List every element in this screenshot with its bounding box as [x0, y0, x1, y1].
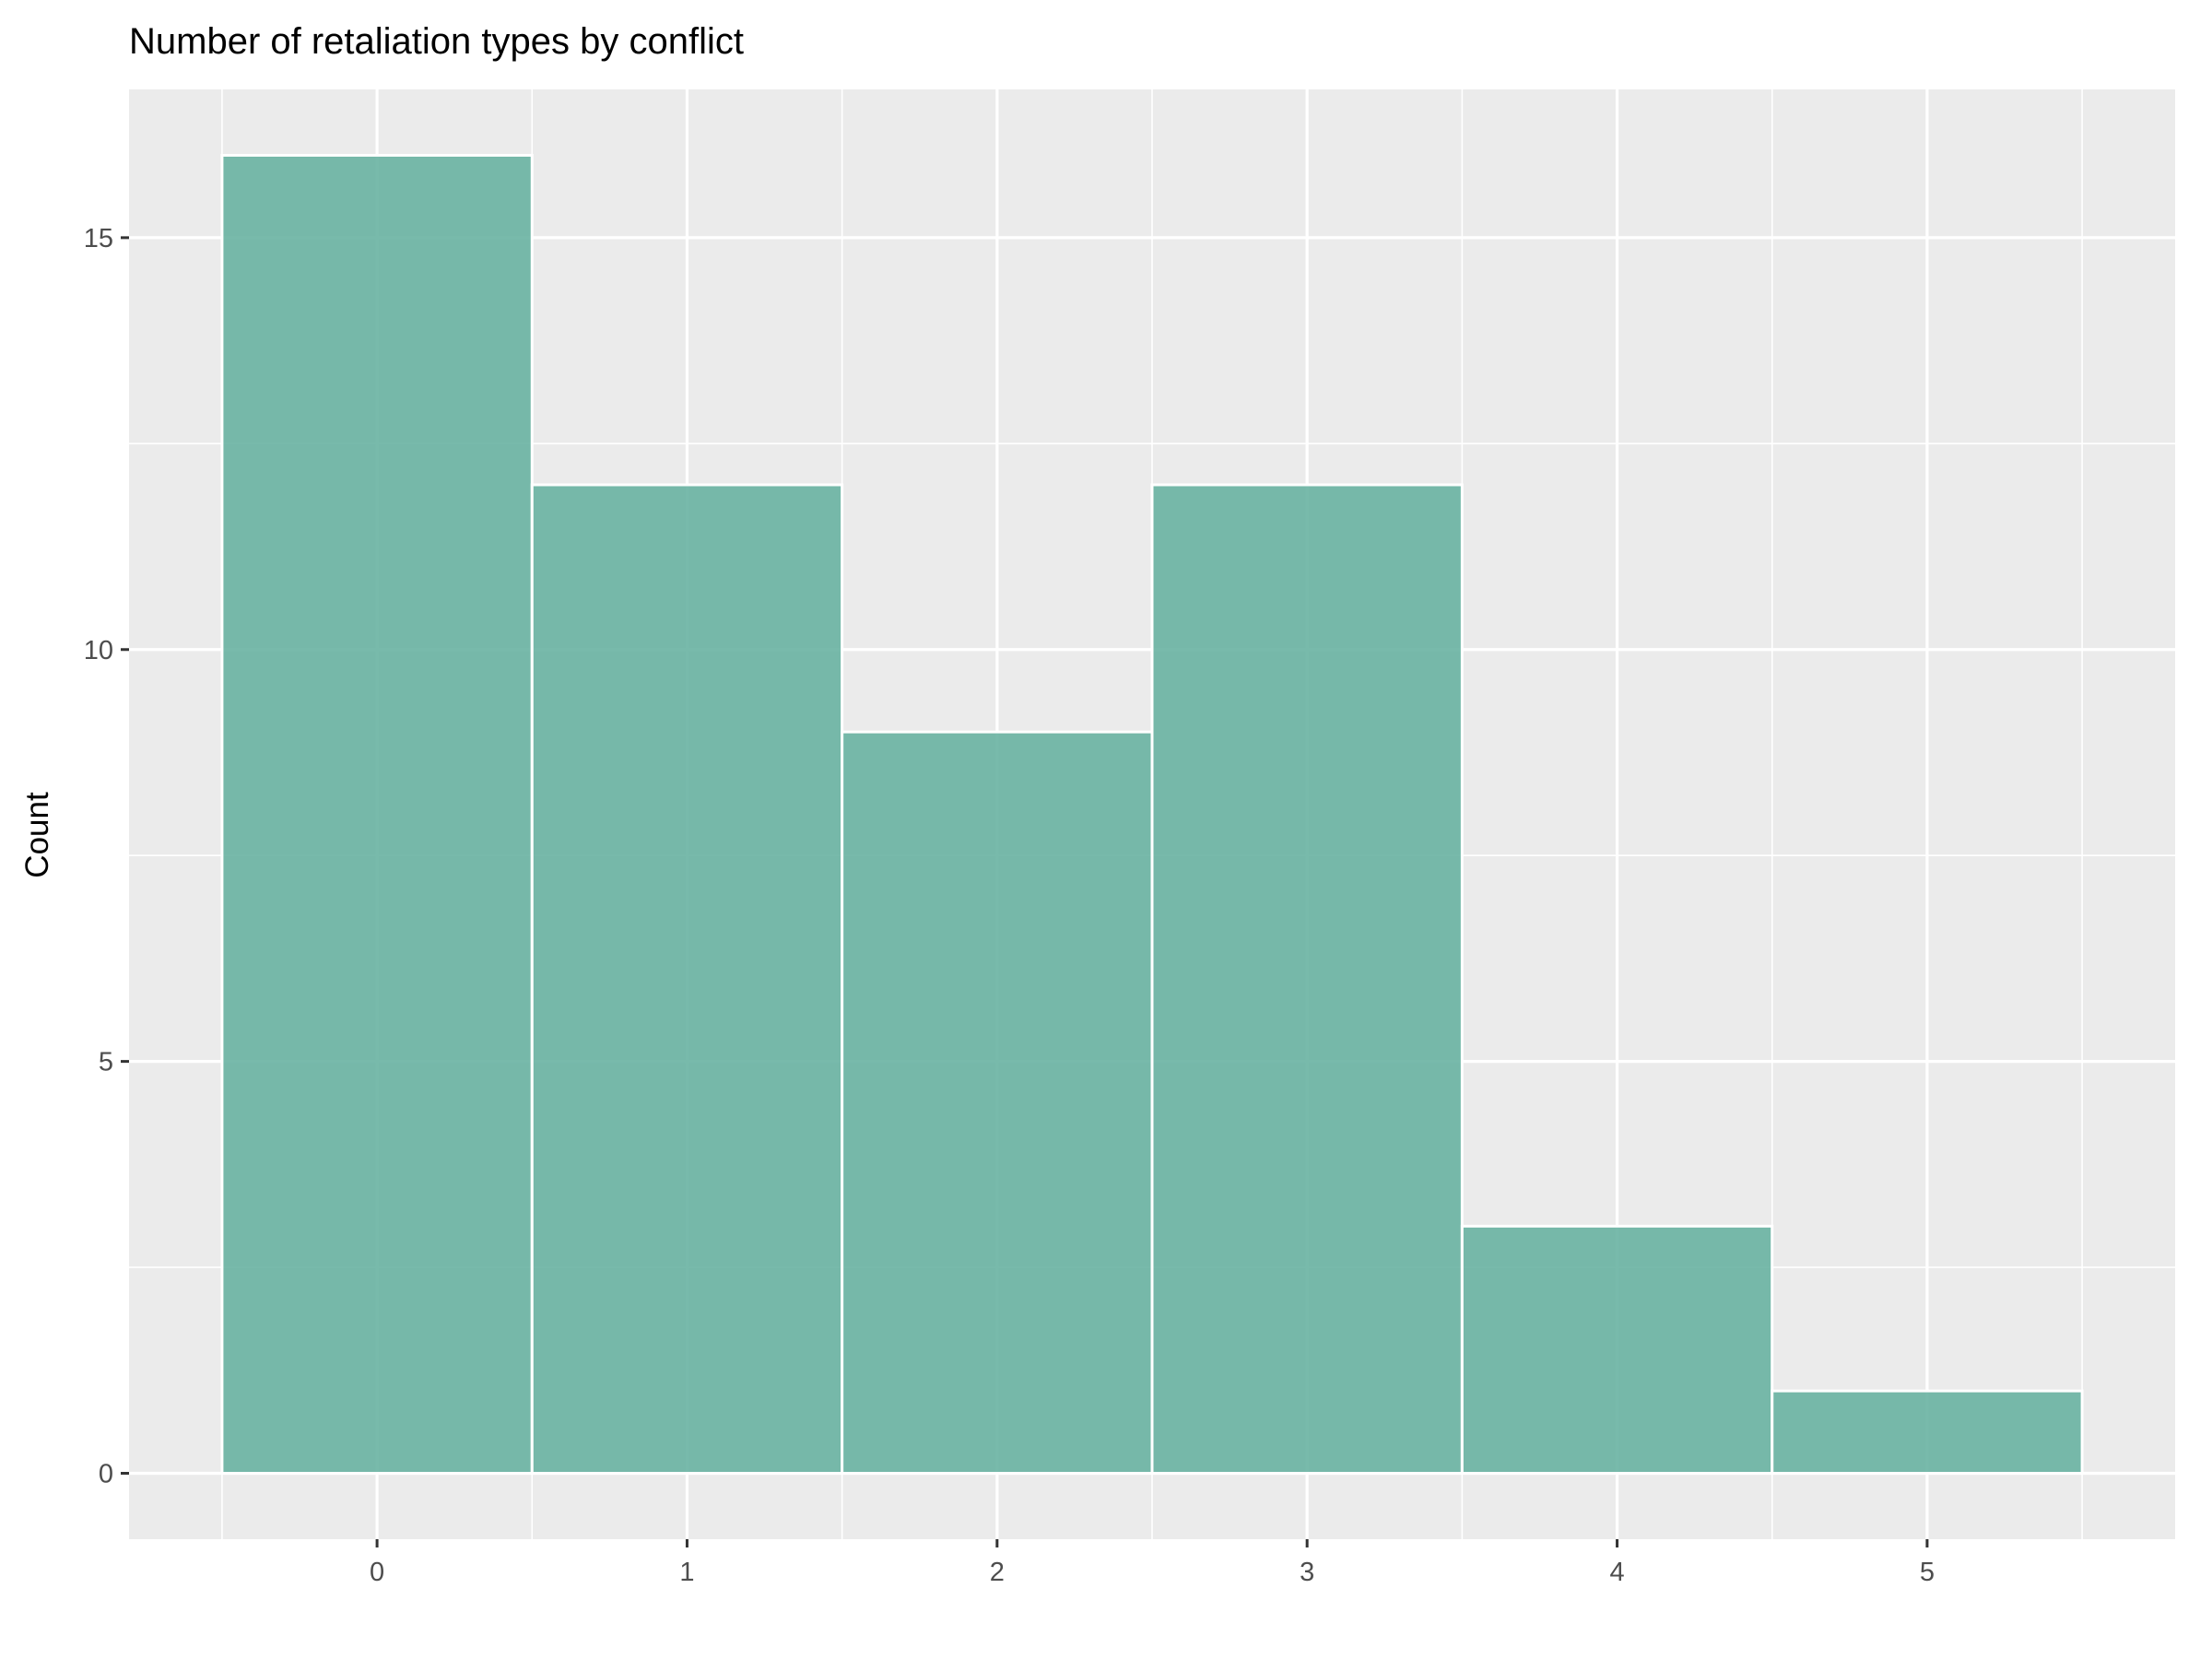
x-tick-label: 5	[1920, 1558, 1935, 1587]
x-tick-label: 1	[679, 1558, 694, 1587]
histogram-bar-5	[1771, 1389, 2084, 1475]
histogram-bar-4	[1460, 1224, 1774, 1475]
histogram-bar-0	[220, 154, 534, 1475]
histogram-bars	[220, 154, 2084, 1475]
x-tick-label: 0	[370, 1558, 384, 1587]
histogram-bar-3	[1150, 483, 1464, 1475]
histogram-bar-2	[841, 730, 1154, 1475]
y-axis-title: Count	[19, 792, 55, 878]
y-axis: 0 5 10 15	[84, 224, 129, 1489]
histogram-bar-1	[530, 483, 844, 1475]
y-tick-label: 15	[84, 224, 113, 253]
x-tick-label: 3	[1300, 1558, 1314, 1587]
x-tick-label: 4	[1609, 1558, 1624, 1587]
y-tick-label: 0	[99, 1460, 113, 1489]
x-tick-label: 2	[990, 1558, 1005, 1587]
chart-title: Number of retaliation types by conflict	[129, 21, 744, 62]
y-tick-label: 10	[84, 636, 113, 665]
y-tick-label: 5	[99, 1048, 113, 1077]
x-axis: 0 1 2 3 4 5	[370, 1539, 1935, 1587]
